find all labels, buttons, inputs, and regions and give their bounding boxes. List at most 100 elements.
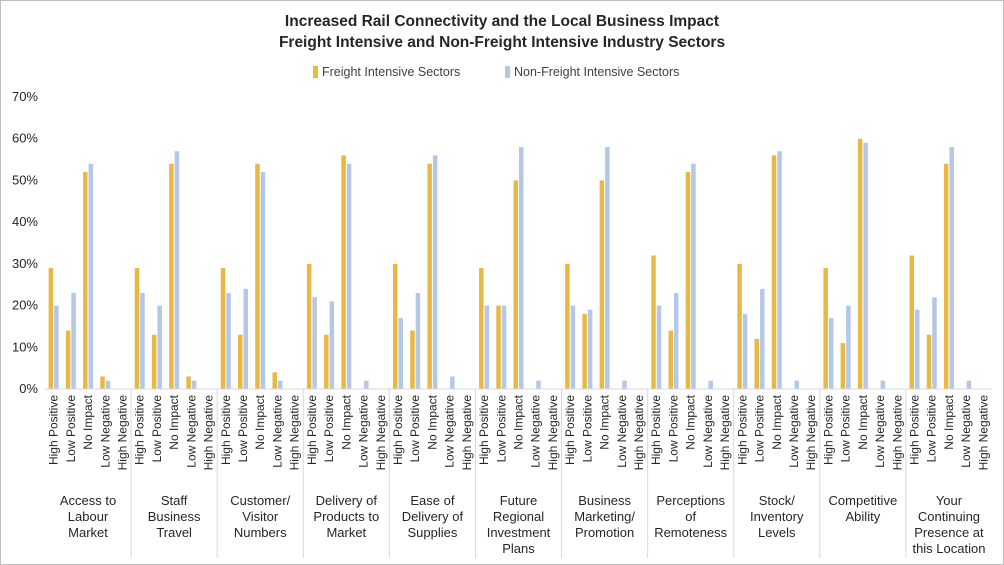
impact-tick-label: Low Negative: [787, 395, 801, 468]
group-label: Perceptions: [656, 493, 725, 508]
impact-tick-label: High Positive: [391, 395, 405, 465]
group-label: Travel: [156, 525, 192, 540]
bar-freight: [668, 330, 673, 389]
bar-nonfreight: [226, 293, 231, 389]
impact-tick-label: High Positive: [821, 395, 835, 465]
impact-tick-label: Low Negative: [529, 395, 543, 468]
bar-nonfreight: [329, 301, 335, 389]
bar-nonfreight: [501, 305, 507, 389]
group-label: Staff: [161, 493, 188, 508]
y-tick-label: 50%: [12, 172, 38, 187]
group-label: Remoteness: [654, 525, 727, 540]
group-label: Business: [578, 493, 631, 508]
bar-nonfreight: [915, 309, 920, 389]
impact-tick-label: No Impact: [598, 394, 612, 449]
impact-tick-label: Low Negative: [270, 395, 284, 468]
bar-nonfreight: [364, 380, 369, 389]
bar-nonfreight: [243, 288, 249, 389]
y-tick-label: 0%: [19, 381, 38, 396]
bar-nonfreight: [949, 147, 954, 389]
group-label: Plans: [502, 541, 535, 556]
y-tick-label: 70%: [12, 89, 38, 104]
impact-tick-label: High Positive: [219, 395, 233, 465]
bar-nonfreight: [708, 380, 713, 389]
bar-freight: [392, 263, 398, 389]
impact-tick-label: Low Negative: [357, 395, 371, 468]
group-label: Business: [148, 509, 201, 524]
bar-freight: [272, 372, 277, 389]
impact-tick-label: High Positive: [735, 395, 749, 465]
bar-freight: [151, 334, 157, 389]
impact-tick-label: High Negative: [460, 395, 474, 471]
group-label: Regional: [493, 509, 544, 524]
impact-tick-label: Low Positive: [494, 395, 508, 463]
bar-freight: [909, 255, 915, 389]
impact-tick-label: No Impact: [856, 394, 870, 449]
group-label: Supplies: [407, 525, 457, 540]
bar-freight: [238, 334, 243, 389]
group-label: Delivery of: [316, 493, 378, 508]
impact-tick-label: High Negative: [890, 395, 904, 471]
bar-nonfreight: [587, 309, 593, 389]
legend-label-freight: Freight Intensive Sectors: [322, 65, 460, 79]
x-axis: High Positive Low Positive No Impact Low Ne…: [45, 388, 992, 558]
impact-tick-label: Low Positive: [408, 395, 422, 463]
bar-nonfreight: [277, 380, 283, 389]
impact-tick-label: High Negative: [115, 395, 129, 471]
group-label: Marketing/: [574, 509, 635, 524]
bar-freight: [341, 155, 346, 389]
impact-tick-label: Low Negative: [873, 395, 887, 468]
group-label: Stock/: [759, 493, 796, 508]
bar-nonfreight: [932, 297, 937, 389]
legend-swatch-nonfreight: [505, 66, 510, 78]
impact-tick-label: Low Positive: [236, 395, 250, 463]
bar-nonfreight: [777, 151, 782, 389]
bar-freight: [306, 263, 312, 389]
bar-freight: [857, 138, 863, 389]
bar-freight: [410, 330, 415, 389]
bar-freight: [823, 268, 828, 389]
bar-nonfreight: [260, 172, 266, 389]
bar-nonfreight: [484, 305, 490, 389]
impact-tick-label: No Impact: [684, 394, 698, 449]
group-label: Visitor: [242, 509, 279, 524]
impact-tick-label: High Negative: [546, 395, 560, 471]
y-axis: 0% 10% 20% 30% 40% 50% 60% 70%: [12, 89, 38, 396]
bar-nonfreight: [691, 163, 696, 389]
bar-nonfreight: [71, 293, 76, 389]
impact-tick-label: High Negative: [374, 395, 388, 471]
impact-tick-label: Low Positive: [753, 395, 767, 463]
impact-tick-label: Low Negative: [615, 395, 629, 468]
bar-nonfreight: [673, 293, 679, 389]
group-label: Customer/: [230, 493, 290, 508]
impact-tick-label: High Positive: [133, 395, 147, 465]
bar-nonfreight: [760, 288, 765, 389]
bar-nonfreight: [966, 380, 972, 389]
legend: Freight Intensive Sectors Non-Freight In…: [313, 65, 679, 79]
bar-freight: [840, 343, 846, 389]
bar-freight: [685, 172, 691, 389]
impact-tick-label: Low Positive: [666, 395, 680, 463]
group-label: Market: [326, 525, 366, 540]
bar-nonfreight: [880, 380, 886, 389]
group-label: Presence at: [914, 525, 984, 540]
legend-label-nonfreight: Non-Freight Intensive Sectors: [514, 65, 679, 79]
bar-freight: [186, 376, 191, 389]
bar-freight: [479, 268, 484, 389]
bar-freight: [926, 334, 932, 389]
bar-nonfreight: [846, 305, 851, 389]
bar-nonfreight: [312, 297, 317, 389]
group-label: Promotion: [575, 525, 634, 540]
impact-tick-label: Low Negative: [443, 395, 457, 468]
impact-tick-label: High Negative: [202, 395, 216, 471]
bar-nonfreight: [432, 155, 438, 389]
bar-nonfreight: [105, 380, 111, 389]
impact-tick-label: No Impact: [425, 394, 439, 449]
impact-tick-label: Low Positive: [839, 395, 853, 463]
group-label: Competitive: [829, 493, 898, 508]
legend-swatch-freight: [313, 66, 318, 78]
impact-tick-label: No Impact: [253, 394, 267, 449]
impact-tick-label: Low Positive: [150, 395, 164, 463]
chart-subtitle: Freight Intensive and Non-Freight Intens…: [279, 34, 725, 51]
group-label: Products to: [313, 509, 379, 524]
